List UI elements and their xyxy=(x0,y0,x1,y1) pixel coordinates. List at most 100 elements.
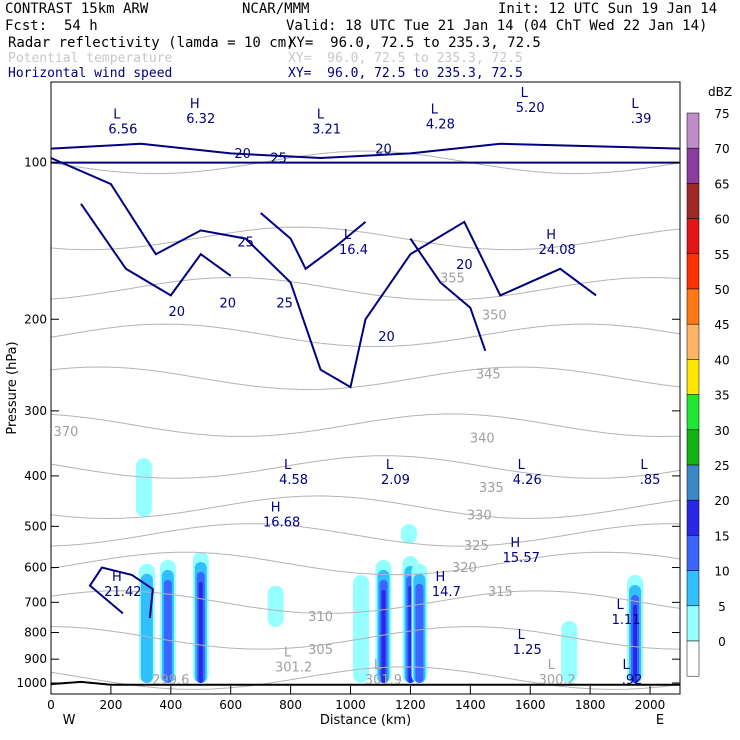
x-tick-label: 800 xyxy=(279,698,302,712)
wind-contours xyxy=(50,142,681,686)
extremum-marker: L xyxy=(284,645,292,660)
theta-contour xyxy=(50,666,681,690)
theta-contour xyxy=(50,366,681,391)
theta-contour xyxy=(50,150,681,175)
extremum-value: 5.20 xyxy=(516,101,545,116)
y-tick-label: 500 xyxy=(24,519,47,533)
theta-contour-label: 320 xyxy=(452,561,477,576)
colorbar-swatch xyxy=(686,253,700,290)
theta-contour-label: 340 xyxy=(470,431,495,446)
extremum-value: .85 xyxy=(640,473,661,488)
reflectivity-cell xyxy=(135,458,152,518)
fcst-value: 54 h xyxy=(64,18,98,34)
colorbar-swatch xyxy=(686,499,700,536)
west-label: W xyxy=(63,713,76,728)
extremum-marker: L xyxy=(622,658,630,673)
extremum-marker: L xyxy=(631,97,639,112)
extremum-value: 21.42 xyxy=(104,585,141,600)
extremum-marker: H xyxy=(510,536,520,551)
colorbar-label: 5 xyxy=(718,600,726,614)
extremum-marker: L xyxy=(518,458,526,473)
x-tick-label: 1400 xyxy=(455,698,486,712)
colorbar-label: 75 xyxy=(714,107,729,121)
extremum-value: 16.68 xyxy=(263,515,300,530)
x-tick-label: 200 xyxy=(99,698,122,712)
theta-contour-label: 315 xyxy=(488,585,513,600)
extremum-value: 24.08 xyxy=(539,243,576,258)
colorbar-swatch xyxy=(686,640,700,677)
extremum-marker: L xyxy=(616,598,624,613)
colorbar-swatch xyxy=(686,183,700,219)
y-tick-label: 600 xyxy=(24,561,47,575)
reflectivity-cell xyxy=(415,583,424,683)
colorbar-label: 40 xyxy=(714,353,729,367)
y-tick-label: 300 xyxy=(24,404,47,418)
wind-contour-label: 20 xyxy=(169,305,186,320)
x-tick-label: 0 xyxy=(47,698,55,712)
colorbar-swatch xyxy=(686,394,700,431)
theta-contour-label: 370 xyxy=(54,425,79,440)
x-axis-label: Distance (km) xyxy=(320,713,411,728)
field-reflectivity: Radar reflectivity (lamda = 10 cm) xyxy=(8,35,295,51)
y-tick-label: 400 xyxy=(24,469,47,483)
colorbar-swatch xyxy=(686,288,700,325)
x-tick-label: 400 xyxy=(159,698,182,712)
wind-contour xyxy=(50,142,681,160)
wind-contour-label: 25 xyxy=(276,297,293,312)
y-tick-label: 800 xyxy=(24,626,47,640)
model-title: CONTRAST 15km ARW xyxy=(5,1,149,17)
extremum-marker: L xyxy=(113,108,121,123)
colorbar-swatch xyxy=(686,535,700,571)
colorbar-swatch xyxy=(686,464,700,501)
colorbar-swatch xyxy=(686,605,700,642)
colorbar-swatch xyxy=(686,429,700,466)
colorbar-label: 35 xyxy=(714,389,729,403)
theta-contour-label: 310 xyxy=(308,610,333,625)
colorbar-swatch xyxy=(686,218,700,255)
extremum-value: 4.26 xyxy=(513,473,542,488)
extremum-value: 301.9 xyxy=(365,673,402,688)
east-label: E xyxy=(656,713,664,728)
field-reflectivity-xy: XY= 96.0, 72.5 to 235.3, 72.5 xyxy=(288,35,541,51)
field-theta-xy: XY= 96.0, 72.5 to 235.3, 72.5 xyxy=(288,51,523,66)
theta-contour xyxy=(50,226,681,251)
wind-contour-label: 20 xyxy=(456,258,473,273)
extremum-marker: L xyxy=(317,108,325,123)
theta-contour xyxy=(50,551,681,576)
colorbar-swatch xyxy=(686,147,700,184)
theta-contours xyxy=(50,150,681,690)
reflectivity-cells xyxy=(135,458,644,683)
colorbar-swatch xyxy=(686,570,700,607)
theta-contour-label: 330 xyxy=(467,508,492,523)
theta-contour-label: 335 xyxy=(479,481,504,496)
wind-contour-label: 20 xyxy=(234,147,251,162)
reflectivity-cell xyxy=(198,581,203,683)
field-wind: Horizontal wind speed xyxy=(8,66,173,81)
colorbar-unit: dBZ xyxy=(708,85,732,99)
colorbar-label: 25 xyxy=(714,459,729,473)
y-tick-label: 100 xyxy=(24,156,47,170)
colorbar-label: 10 xyxy=(714,565,729,579)
center-label: NCAR/MMM xyxy=(242,1,310,17)
extremum-marker: L xyxy=(521,86,529,101)
colorbar-label: 30 xyxy=(714,424,729,438)
wind-contour-label: 25 xyxy=(237,236,254,251)
extremum-marker: L xyxy=(374,658,382,673)
colorbar-label: 65 xyxy=(714,177,729,191)
contour-labels: 355 350 345 340 335 330 325 320 315 310 305 370 20 25… xyxy=(54,86,661,688)
field-wind-xy: XY= 96.0, 72.5 to 235.3, 72.5 xyxy=(288,66,523,81)
extremum-value: .92 xyxy=(622,673,643,688)
plot-frame: 0 200 400 600 800 1000 1200 1400 1600 1800 2000 100… xyxy=(5,81,681,728)
extremum-value: .39 xyxy=(631,112,652,127)
wind-contour xyxy=(50,157,597,389)
extremum-value: 299.6 xyxy=(152,673,189,688)
reflectivity-cell xyxy=(163,579,172,683)
theta-contour xyxy=(50,626,681,650)
x-tick-label: 600 xyxy=(219,698,242,712)
colorbar-label: 15 xyxy=(714,529,729,543)
extremum-value: 3.21 xyxy=(312,123,341,138)
theta-contour xyxy=(50,590,681,614)
extremum-marker: L xyxy=(640,458,648,473)
reflectivity-cell xyxy=(400,524,417,544)
